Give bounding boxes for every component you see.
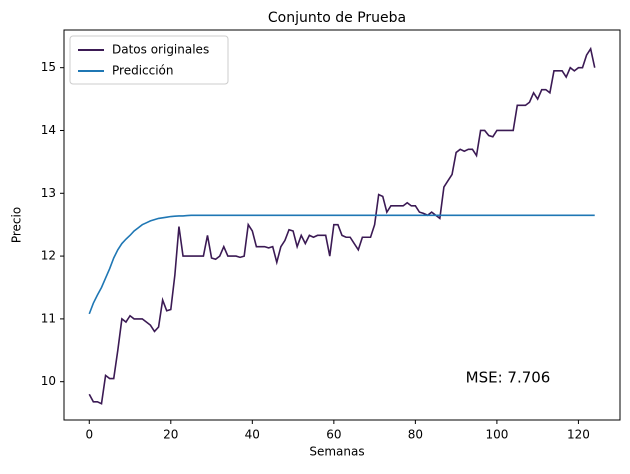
y-tick-label: 10 — [41, 374, 56, 388]
x-tick-label: 0 — [85, 428, 93, 442]
x-tick-label: 120 — [567, 428, 590, 442]
legend-box — [69, 35, 229, 85]
data-line — [88, 46, 596, 405]
data-line — [88, 214, 595, 315]
plot-frame — [63, 29, 621, 421]
annotation: MSE: 7.706 — [466, 369, 551, 387]
x-tick-label: 100 — [485, 428, 508, 442]
chart-title: Conjunto de Prueba — [268, 10, 406, 26]
y-axis-label: Precio — [10, 207, 24, 243]
y-tick-label: 15 — [41, 60, 56, 74]
y-tick-label: 13 — [41, 186, 56, 200]
y-tick-label: 14 — [41, 123, 56, 137]
legend-label: Datos originales — [112, 43, 209, 57]
y-tick-label: 11 — [41, 311, 56, 325]
x-tick-label: 20 — [163, 428, 178, 442]
x-tick-label: 60 — [326, 428, 341, 442]
x-tick-label: 40 — [245, 428, 260, 442]
y-tick-label: 12 — [41, 249, 56, 263]
legend-label: Predicción — [112, 64, 174, 78]
x-axis-label: Semanas — [309, 445, 364, 459]
x-tick-label: 80 — [408, 428, 423, 442]
